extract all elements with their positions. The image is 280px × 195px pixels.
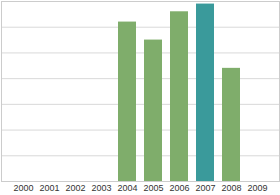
svg-text:2007: 2007 [195, 183, 215, 193]
svg-text:2000: 2000 [13, 183, 33, 193]
svg-text:2003: 2003 [91, 183, 111, 193]
svg-text:2006: 2006 [169, 183, 189, 193]
svg-text:2009: 2009 [247, 183, 267, 193]
svg-text:2002: 2002 [65, 183, 85, 193]
svg-text:2008: 2008 [221, 183, 241, 193]
svg-text:2005: 2005 [143, 183, 163, 193]
svg-text:2004: 2004 [117, 183, 137, 193]
svg-text:2001: 2001 [39, 183, 59, 193]
